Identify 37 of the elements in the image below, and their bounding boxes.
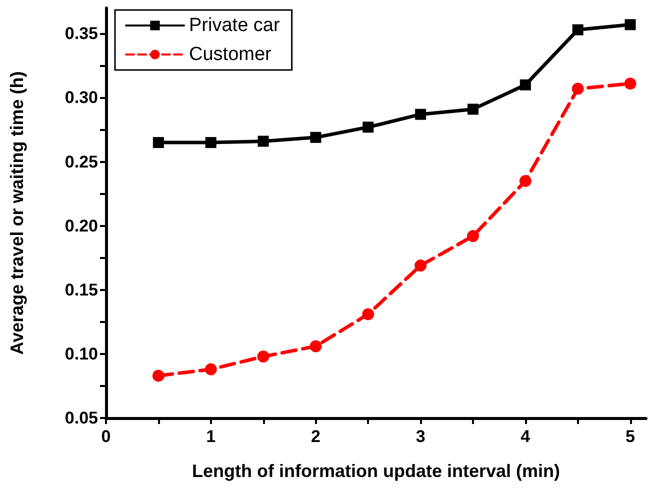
- legend-label: Private car: [189, 15, 280, 36]
- point: [624, 78, 636, 90]
- y-tick-label: 0.10: [64, 344, 98, 364]
- y-axis-title: Average travel or waiting time (h): [7, 71, 27, 355]
- y-tick-label: 0.35: [64, 24, 98, 44]
- point: [572, 24, 584, 36]
- point: [519, 174, 532, 187]
- y-tick-label: 0.15: [64, 280, 98, 300]
- point: [415, 108, 426, 120]
- y-tick-label: 0.05: [64, 408, 98, 428]
- point: [520, 79, 531, 90]
- x-tick-label: 5: [626, 427, 636, 446]
- x-axis-title: Length of information update interval (min): [192, 461, 560, 481]
- point: [624, 19, 636, 30]
- point: [362, 122, 374, 133]
- x-tick-label: 3: [416, 427, 426, 446]
- point: [572, 82, 584, 95]
- point: [310, 340, 322, 352]
- x-tick-label: 4: [520, 427, 531, 446]
- x-tick-label: 0: [101, 427, 111, 446]
- point: [362, 308, 374, 320]
- legend-label: Customer: [189, 44, 272, 65]
- y-tick-label: 0.20: [64, 216, 98, 236]
- point: [467, 104, 478, 115]
- point: [152, 137, 164, 148]
- point: [152, 370, 164, 382]
- point: [310, 132, 322, 143]
- point: [414, 260, 427, 272]
- point: [257, 350, 270, 362]
- x-tick-label: 2: [310, 427, 320, 446]
- y-tick-label: 0.30: [64, 88, 98, 108]
- y-tick-label: 0.25: [64, 152, 98, 172]
- point: [467, 230, 479, 242]
- point: [205, 137, 216, 148]
- x-tick-label: 1: [206, 427, 216, 446]
- point: [258, 136, 269, 147]
- point: [204, 363, 217, 376]
